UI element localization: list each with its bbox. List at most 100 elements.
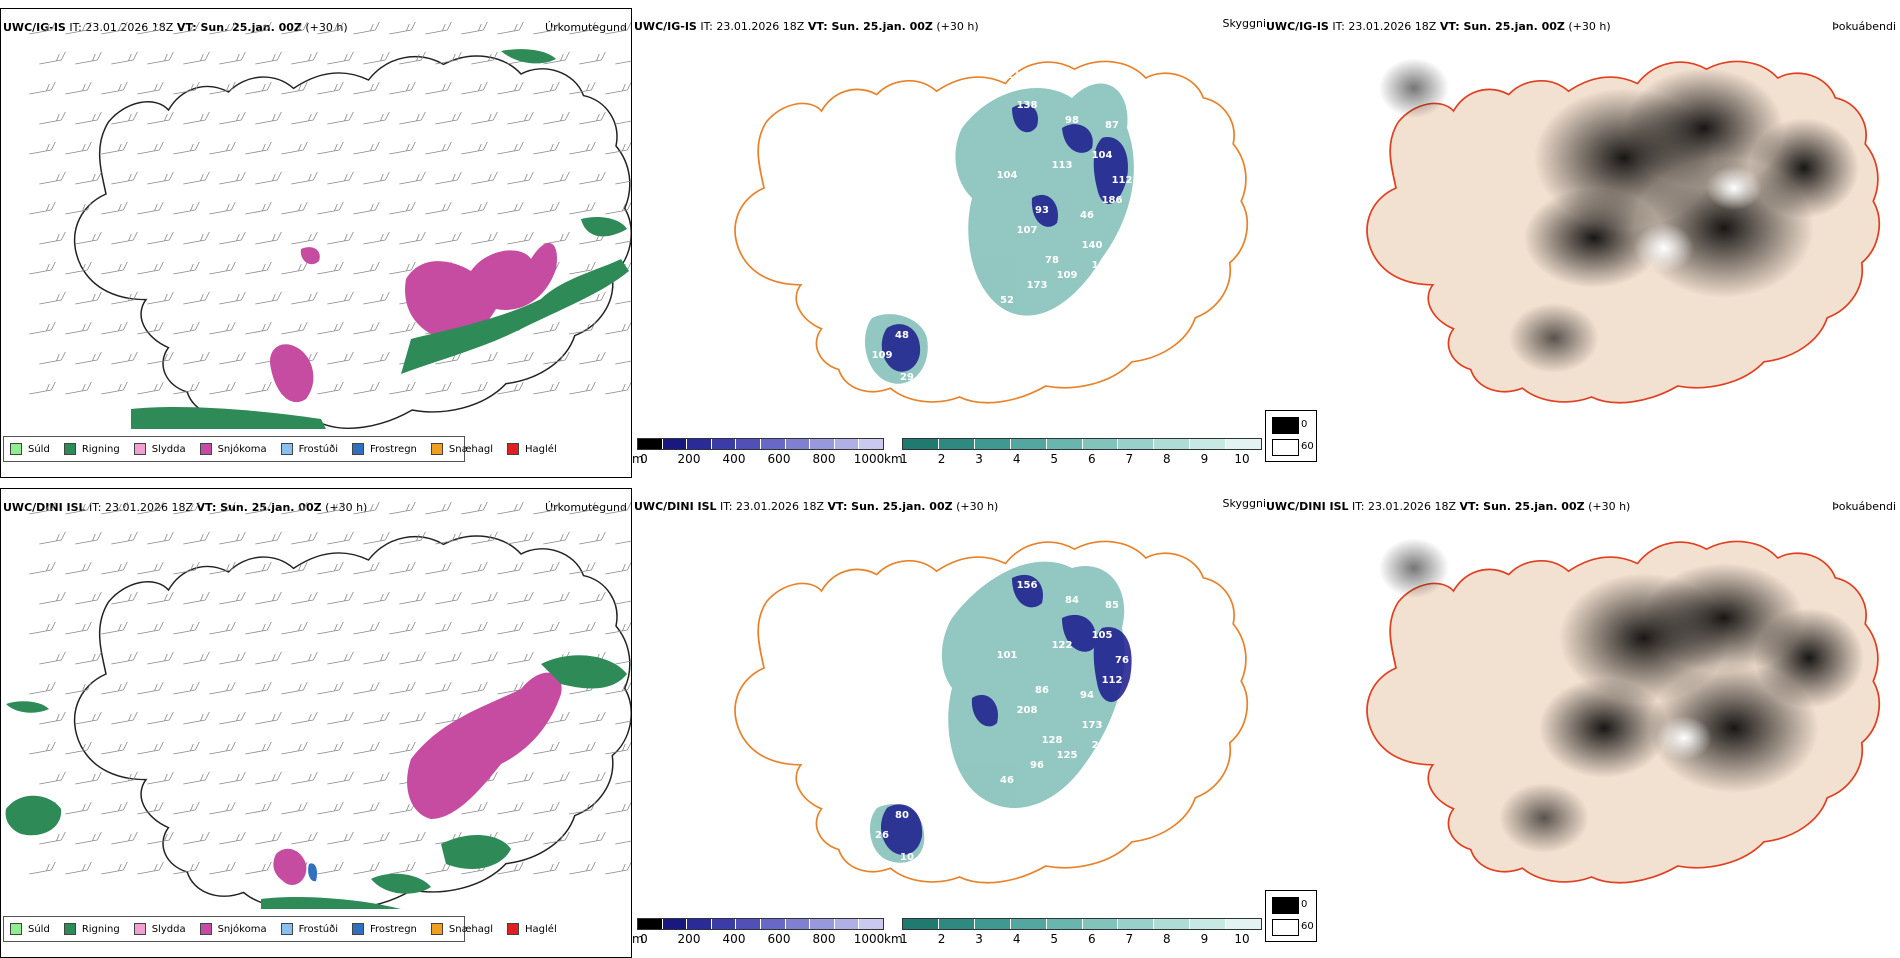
ceiling-unit: m: [632, 452, 644, 466]
colorbar-tick: 1: [900, 452, 908, 466]
wind-barb: [147, 771, 174, 785]
wind-barb: [75, 351, 102, 365]
wind-barb: [39, 771, 66, 785]
wind-barb: [461, 381, 488, 395]
legend-item: Rigning: [63, 923, 120, 935]
wind-barb: [579, 711, 606, 725]
wind-barb: [327, 351, 354, 365]
legend-swatch: [63, 923, 76, 935]
ceiling-value-label: 109: [1057, 270, 1078, 281]
wind-barb: [255, 651, 282, 665]
wind-barb: [353, 201, 380, 215]
wind-barb: [29, 21, 56, 35]
wind-barb: [353, 861, 380, 875]
wind-barb: [291, 651, 318, 665]
ceiling-value-label: 138: [1017, 100, 1038, 111]
legend-swatch: [199, 443, 212, 455]
wind-barb: [327, 651, 354, 665]
wind-barb: [29, 321, 56, 335]
wind-barb: [255, 171, 282, 185]
colorbar-tick: 4: [1012, 932, 1021, 946]
wind-barb: [291, 591, 318, 605]
wind-barb: [29, 381, 56, 395]
wind-barb: [209, 141, 236, 155]
panel-title: Þokuábendi: [1832, 500, 1896, 513]
panel-title: Þokuábendi: [1832, 20, 1896, 33]
panel-title: Skyggni: [1222, 497, 1266, 510]
wind-barb: [605, 21, 631, 35]
ceiling-value-label: 128: [1042, 735, 1063, 746]
wind-barb: [533, 801, 560, 815]
panel-header: UWC/DINI ISL IT: 23.01.2026 18Z VT: Sun.…: [3, 501, 368, 514]
wind-barb: [255, 291, 282, 305]
legend-item: Frostúði: [280, 923, 338, 935]
colorbar-tick: 5: [1050, 452, 1059, 466]
wind-barb: [363, 531, 390, 545]
wind-barb: [389, 21, 416, 35]
wind-barb: [111, 591, 138, 605]
wind-barb: [255, 111, 282, 125]
wind-barb: [471, 531, 498, 545]
wind-barb: [29, 861, 56, 875]
wind-barb: [173, 81, 200, 95]
legend-label: Haglél: [525, 443, 557, 455]
wind-barb: [39, 231, 66, 245]
ceiling-value-label: 48: [895, 330, 909, 341]
wind-barb: [137, 861, 164, 875]
wind-barb: [29, 621, 56, 635]
wind-barb: [147, 651, 174, 665]
wind-barb: [219, 231, 246, 245]
wind-barb: [497, 801, 524, 815]
colorbar-tick: 10: [1234, 452, 1250, 466]
wind-barb: [569, 141, 596, 155]
precip-map: [5, 501, 631, 909]
wind-barb: [435, 591, 462, 605]
ceiling-value-label: 208: [1017, 705, 1038, 716]
wind-barb: [327, 531, 354, 545]
ceiling-value-label: 94: [1080, 690, 1094, 701]
wind-barb: [39, 171, 66, 185]
wind-barb: [615, 780, 631, 785]
legend-label: Súld: [28, 443, 50, 455]
wind-barb: [101, 201, 128, 215]
wind-barb: [29, 741, 56, 755]
wind-barb: [245, 21, 272, 35]
legend-label: Snæhagl: [448, 443, 494, 455]
wind-barb: [245, 201, 272, 215]
wind-barb: [281, 801, 308, 815]
wind-barb: [363, 231, 390, 245]
wind-barb: [281, 681, 308, 695]
wind-barb: [281, 321, 308, 335]
forecast-row-2: UWC/DINI ISL IT: 23.01.2026 18Z VT: Sun.…: [0, 488, 1900, 958]
colorbar-tick: 800: [812, 932, 836, 946]
wind-barb: [291, 231, 318, 245]
wind-barb: [111, 171, 138, 185]
wind-barb: [39, 51, 66, 65]
ceiling-value-label: 76: [1115, 655, 1129, 666]
wind-barb: [291, 291, 318, 305]
wind-barb: [39, 111, 66, 125]
wind-barb: [29, 501, 56, 515]
wind-barb: [425, 81, 452, 95]
wind-barb: [281, 21, 308, 35]
wind-barb: [327, 831, 354, 845]
wind-barb: [615, 300, 631, 305]
colorbar-tick: 8: [1163, 452, 1171, 466]
legend-swatch: [133, 443, 146, 455]
wind-barb: [435, 651, 462, 665]
wind-barb: [39, 291, 66, 305]
ceiling-value-label: 112: [1102, 675, 1123, 686]
wind-barb: [353, 261, 380, 275]
colorbar-tick: 800: [812, 452, 836, 466]
wind-barb: [353, 561, 380, 575]
visibility-colorbar: [902, 918, 1262, 930]
wind-barb: [317, 21, 344, 35]
ceiling-colorbar: [637, 918, 884, 930]
wind-barb: [147, 711, 174, 725]
wind-barb: [327, 711, 354, 725]
wind-barb: [183, 351, 210, 365]
wind-barb: [543, 111, 570, 125]
ceiling-ticks: 0 200 400 600 800 1000: [640, 452, 884, 466]
legend-swatch: [430, 443, 443, 455]
wind-barb: [101, 501, 128, 515]
